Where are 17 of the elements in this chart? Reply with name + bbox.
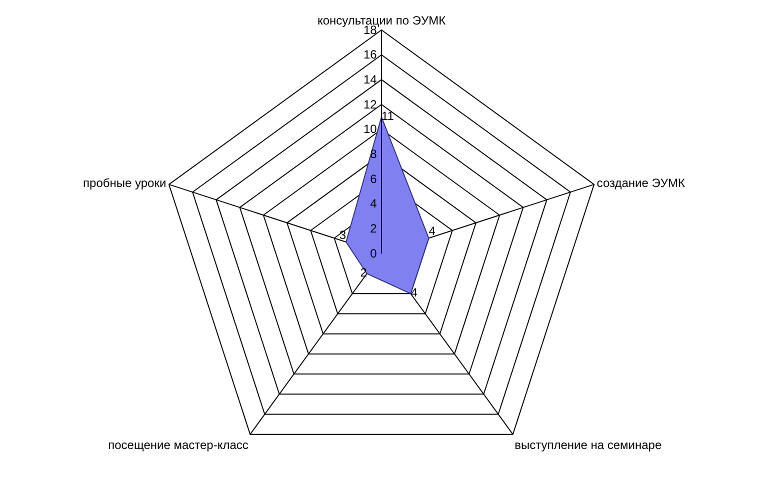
spoke-label: пробные уроки bbox=[83, 176, 166, 190]
spoke-label: консультации по ЭУМК bbox=[317, 14, 446, 28]
spoke-label: выступление на семинаре bbox=[514, 438, 662, 452]
y-tick-label: 6 bbox=[370, 172, 378, 186]
y-tick-label: 0 bbox=[370, 246, 378, 260]
data-label: 11 bbox=[382, 108, 394, 123]
y-tick-label: 12 bbox=[363, 97, 378, 112]
spoke-label: посещение мастер-класс bbox=[108, 438, 248, 452]
y-tick-label: 16 bbox=[363, 48, 378, 62]
y-tick-label: 2 bbox=[370, 222, 378, 236]
data-label: 4 bbox=[428, 224, 436, 238]
spoke-label: создание ЭУМК bbox=[596, 176, 685, 190]
y-tick-label: 10 bbox=[363, 122, 378, 136]
y-tick-label: 14 bbox=[363, 72, 378, 87]
y-tick-label: 8 bbox=[370, 147, 378, 162]
y-tick-label: 4 bbox=[370, 196, 378, 211]
data-label: 3 bbox=[339, 228, 346, 242]
